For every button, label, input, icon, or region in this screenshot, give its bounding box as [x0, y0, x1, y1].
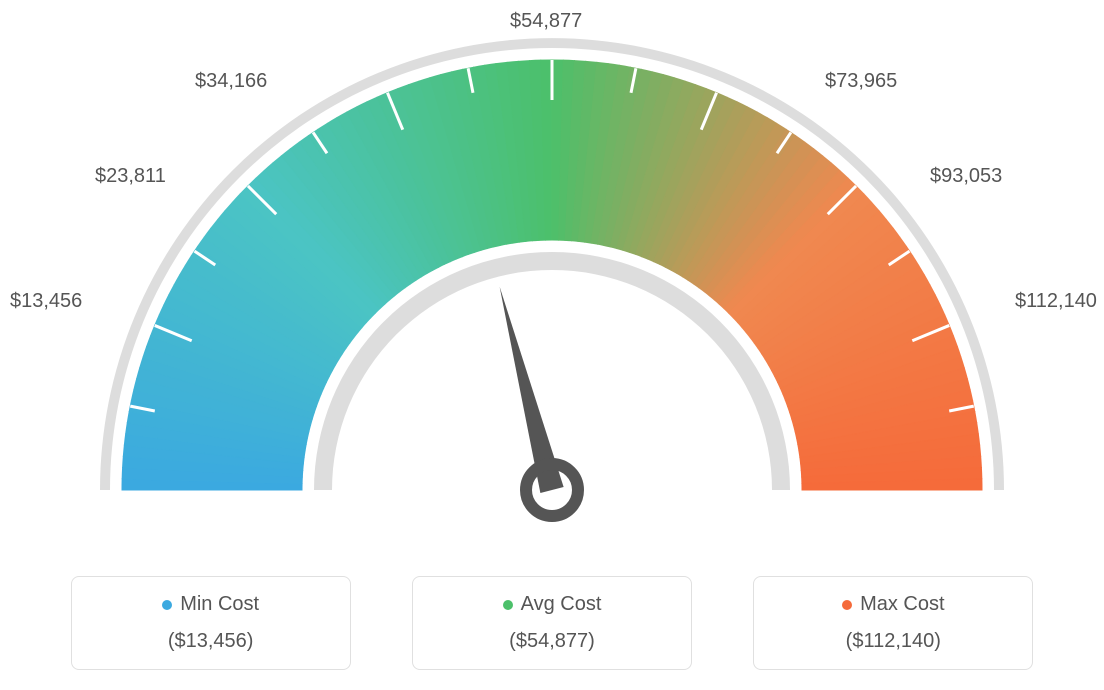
scale-label-5: $93,053 — [930, 165, 1002, 188]
legend-label-max: Max Cost — [778, 593, 1008, 616]
scale-label-3: $54,877 — [510, 10, 582, 33]
legend-label-avg: Avg Cost — [437, 593, 667, 616]
legend-card-max: Max Cost ($112,140) — [753, 576, 1033, 670]
legend-label-max-text: Max Cost — [860, 593, 944, 615]
scale-label-0: $13,456 — [10, 290, 82, 313]
scale-label-2: $34,166 — [195, 70, 267, 93]
legend-value-avg: ($54,877) — [437, 630, 667, 653]
gauge-area: $13,456 $23,811 $34,166 $54,877 $73,965 … — [0, 0, 1104, 540]
legend-value-max: ($112,140) — [778, 630, 1008, 653]
dot-icon-avg — [503, 600, 513, 610]
dot-icon-min — [162, 600, 172, 610]
gauge-chart-container: $13,456 $23,811 $34,166 $54,877 $73,965 … — [0, 0, 1104, 690]
scale-label-4: $73,965 — [825, 70, 897, 93]
gauge-svg — [0, 0, 1104, 540]
legend-card-min: Min Cost ($13,456) — [71, 576, 351, 670]
legend-value-min: ($13,456) — [96, 630, 326, 653]
scale-label-6: $112,140 — [1015, 290, 1097, 313]
scale-label-1: $23,811 — [95, 165, 166, 188]
legend-row: Min Cost ($13,456) Avg Cost ($54,877) Ma… — [0, 576, 1104, 670]
legend-label-min-text: Min Cost — [180, 593, 259, 615]
legend-card-avg: Avg Cost ($54,877) — [412, 576, 692, 670]
legend-label-avg-text: Avg Cost — [521, 593, 602, 615]
legend-label-min: Min Cost — [96, 593, 326, 616]
dot-icon-max — [842, 600, 852, 610]
